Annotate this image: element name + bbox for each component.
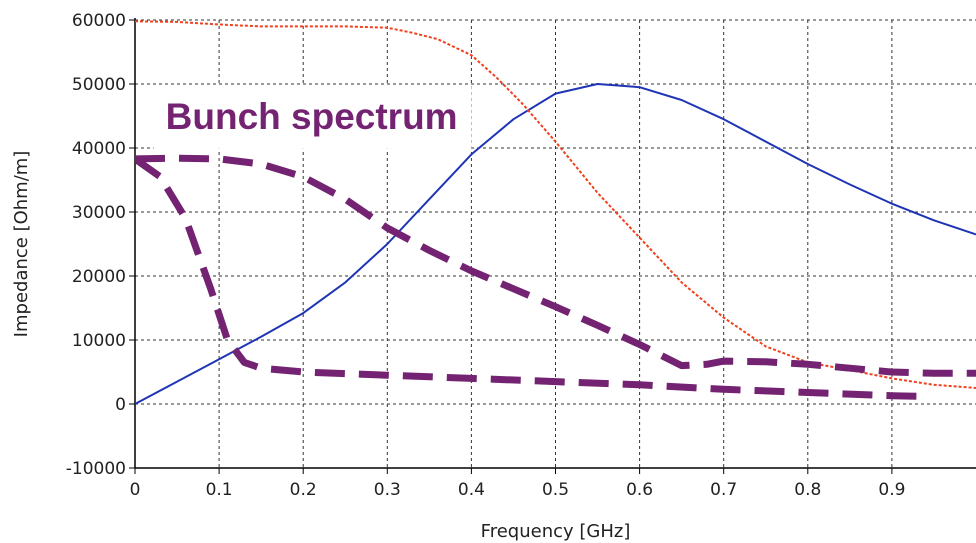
x-tick-label: 0.6 bbox=[626, 480, 653, 500]
bunch-spectrum-line bbox=[135, 154, 976, 377]
annotation-background bbox=[153, 84, 472, 149]
y-axis-label: Impedance [Ohm/m] bbox=[11, 151, 32, 338]
y-tick-label: -10000 bbox=[66, 459, 126, 479]
x-tick-label: 0.3 bbox=[374, 480, 401, 500]
tick-labels: 0 0.1 0.2 0.3 0.4 0.5 0.6 0.7 0.8 0.9-10000010000… bbox=[66, 11, 906, 500]
x-tick-label: 0.1 bbox=[206, 480, 233, 500]
y-tick-label: 40000 bbox=[72, 139, 126, 159]
x-tick-label: 0 bbox=[130, 480, 141, 500]
y-tick-label: 60000 bbox=[72, 11, 126, 31]
y-tick-label: 50000 bbox=[72, 75, 126, 95]
x-tick-label: 0.7 bbox=[710, 480, 737, 500]
x-tick-label: 0.9 bbox=[878, 480, 905, 500]
impedance-solid-line bbox=[135, 83, 976, 405]
y-tick-label: 20000 bbox=[72, 267, 126, 287]
impedance-dotted-line bbox=[135, 20, 976, 389]
x-tick-label: 0.5 bbox=[542, 480, 569, 500]
bunch-spectrum-line bbox=[135, 156, 918, 400]
y-tick-label: 0 bbox=[115, 395, 126, 415]
axes bbox=[129, 18, 976, 474]
x-axis-label: Frequency [GHz] bbox=[481, 521, 631, 542]
x-tick-label: 0.4 bbox=[458, 480, 485, 500]
annotations: Bunch spectrum bbox=[153, 84, 472, 149]
grid-lines bbox=[135, 19, 976, 468]
bunch-spectrum-label: Bunch spectrum bbox=[166, 96, 458, 137]
x-tick-label: 0.2 bbox=[290, 480, 317, 500]
y-tick-label: 30000 bbox=[72, 203, 126, 223]
y-tick-label: 10000 bbox=[72, 331, 126, 351]
x-tick-label: 0.8 bbox=[794, 480, 821, 500]
series-group bbox=[135, 20, 976, 405]
